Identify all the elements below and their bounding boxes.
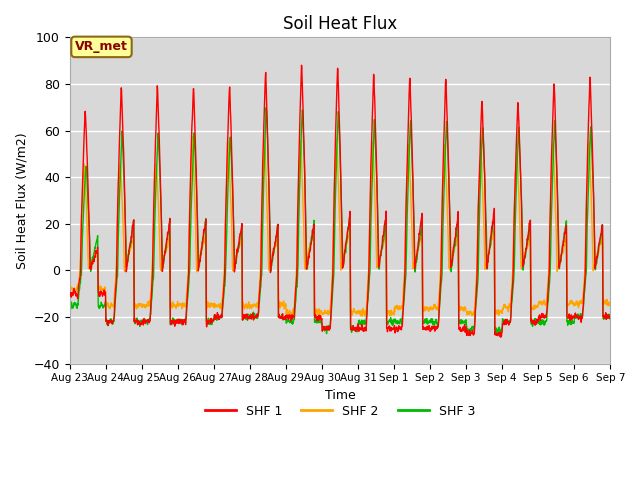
X-axis label: Time: Time [324, 389, 355, 402]
SHF 2 [559, 247, 567, 253]
SHF 2 [189, 134, 196, 140]
Line: SHF 1: SHF 1 [70, 65, 611, 337]
SHF 1 [356, 325, 364, 331]
SHF 3 [216, 314, 224, 320]
SHF 2 [497, 308, 505, 314]
Line: SHF 3: SHF 3 [70, 108, 611, 334]
SHF 2 [66, 289, 74, 295]
SHF 2 [358, 313, 366, 319]
Title: Soil Heat Flux: Soil Heat Flux [283, 15, 397, 33]
Legend: SHF 1, SHF 2, SHF 3: SHF 1, SHF 2, SHF 3 [200, 400, 480, 423]
SHF 2 [574, 299, 582, 305]
SHF 3 [559, 241, 567, 247]
Y-axis label: Soil Heat Flux (W/m2): Soil Heat Flux (W/m2) [15, 132, 28, 269]
SHF 3 [368, 197, 376, 203]
SHF 3 [66, 306, 74, 312]
SHF 3 [574, 311, 582, 317]
SHF 3 [323, 331, 330, 336]
SHF 1 [559, 243, 567, 249]
Text: VR_met: VR_met [75, 40, 128, 53]
SHF 2 [356, 309, 364, 314]
SHF 1 [216, 315, 224, 321]
SHF 1 [298, 62, 305, 68]
SHF 1 [367, 148, 375, 154]
SHF 3 [607, 316, 614, 322]
SHF 2 [217, 302, 225, 308]
SHF 1 [497, 334, 505, 340]
SHF 1 [66, 293, 74, 299]
SHF 3 [356, 321, 364, 326]
SHF 3 [497, 328, 505, 334]
SHF 2 [607, 303, 614, 309]
SHF 1 [574, 312, 582, 318]
SHF 1 [607, 314, 614, 320]
SHF 3 [262, 105, 270, 110]
SHF 1 [497, 334, 505, 339]
SHF 2 [368, 162, 376, 168]
Line: SHF 2: SHF 2 [70, 137, 611, 316]
